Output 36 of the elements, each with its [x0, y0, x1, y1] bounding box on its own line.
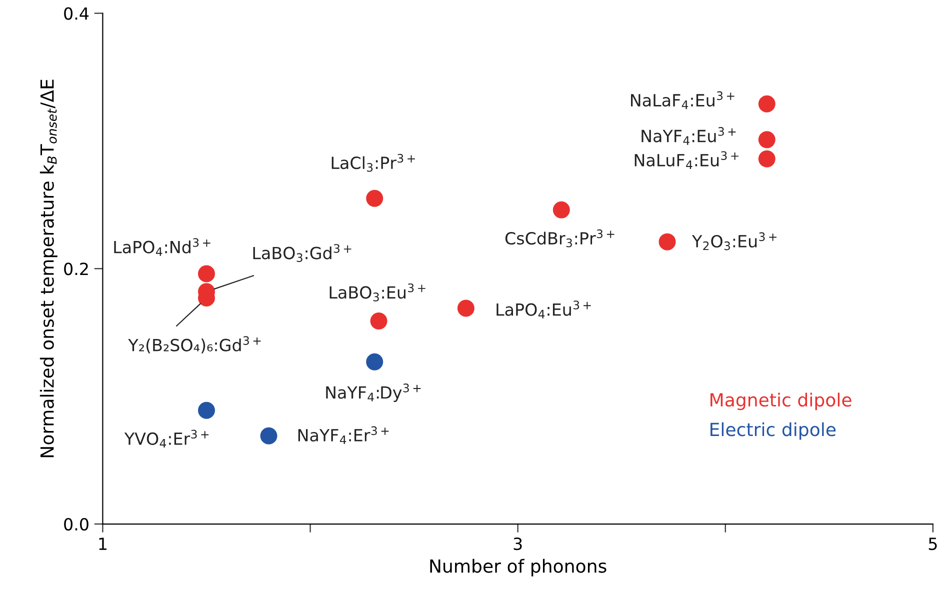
- point: [758, 95, 776, 112]
- annotation: NaLaF$_{4}$:Eu$^{3+}$: [631, 91, 734, 110]
- annotation: LaPO$_{4}$:Nd$^{3+}$: [114, 238, 210, 256]
- annotation: LaBO$_{3}$:Eu$^{3+}$: [330, 283, 426, 302]
- annotation: Y₂(B₂SO₄)₆:Gd$^{3+}$: [128, 336, 261, 354]
- point: [260, 427, 278, 444]
- x-tick-label: 3: [514, 537, 522, 550]
- y-tick-label: 0.4: [64, 7, 89, 20]
- x-tick-label: 5: [928, 538, 937, 550]
- annotation: NaYF$_{4}$:Eu$^{3+}$: [642, 127, 736, 145]
- annotation: YVO$_{4}$:Er$^{3+}$: [124, 430, 209, 448]
- point: [552, 201, 570, 218]
- text: Electric dipole: [710, 422, 836, 440]
- point: [370, 312, 388, 330]
- x-axis-title: Number of phonons: [430, 558, 606, 576]
- point: [366, 353, 384, 370]
- text: Magnetic dipole: [710, 392, 852, 410]
- annotation: NaYF$_{4}$:Er$^{3+}$: [298, 426, 389, 444]
- point: [366, 190, 384, 207]
- x-tick-label: 1: [99, 538, 106, 550]
- point: [198, 265, 215, 282]
- annotation: NaLuF$_{4}$:Eu$^{3+}$: [634, 151, 738, 169]
- annotation: NaYF$_{4}$:Dy$^{3+}$: [326, 384, 421, 402]
- point: [198, 402, 215, 419]
- annotation: LaBO$_{3}$:Gd$^{3+}$: [253, 244, 352, 262]
- point: [758, 150, 776, 168]
- y-tick-label: 0.2: [64, 262, 88, 276]
- annotation: LaCl$_{3}$:Pr$^{3+}$: [332, 154, 415, 172]
- annotation: CsCdBr$_{3}$:Pr$^{3+}$: [505, 229, 614, 248]
- y-axis-title: Normalized onset temperature k$_{B}$T$_{onset}$/ΔE: [40, 80, 58, 458]
- annotation: LaPO$_{4}$:Eu$^{3+}$: [496, 300, 591, 318]
- point: [658, 233, 676, 250]
- annotation: Y$_{2}$O$_{3}$:Eu$^{3+}$: [692, 232, 776, 250]
- y-tick-label: 0.0: [64, 518, 88, 531]
- point: [758, 131, 776, 148]
- point: [457, 300, 474, 317]
